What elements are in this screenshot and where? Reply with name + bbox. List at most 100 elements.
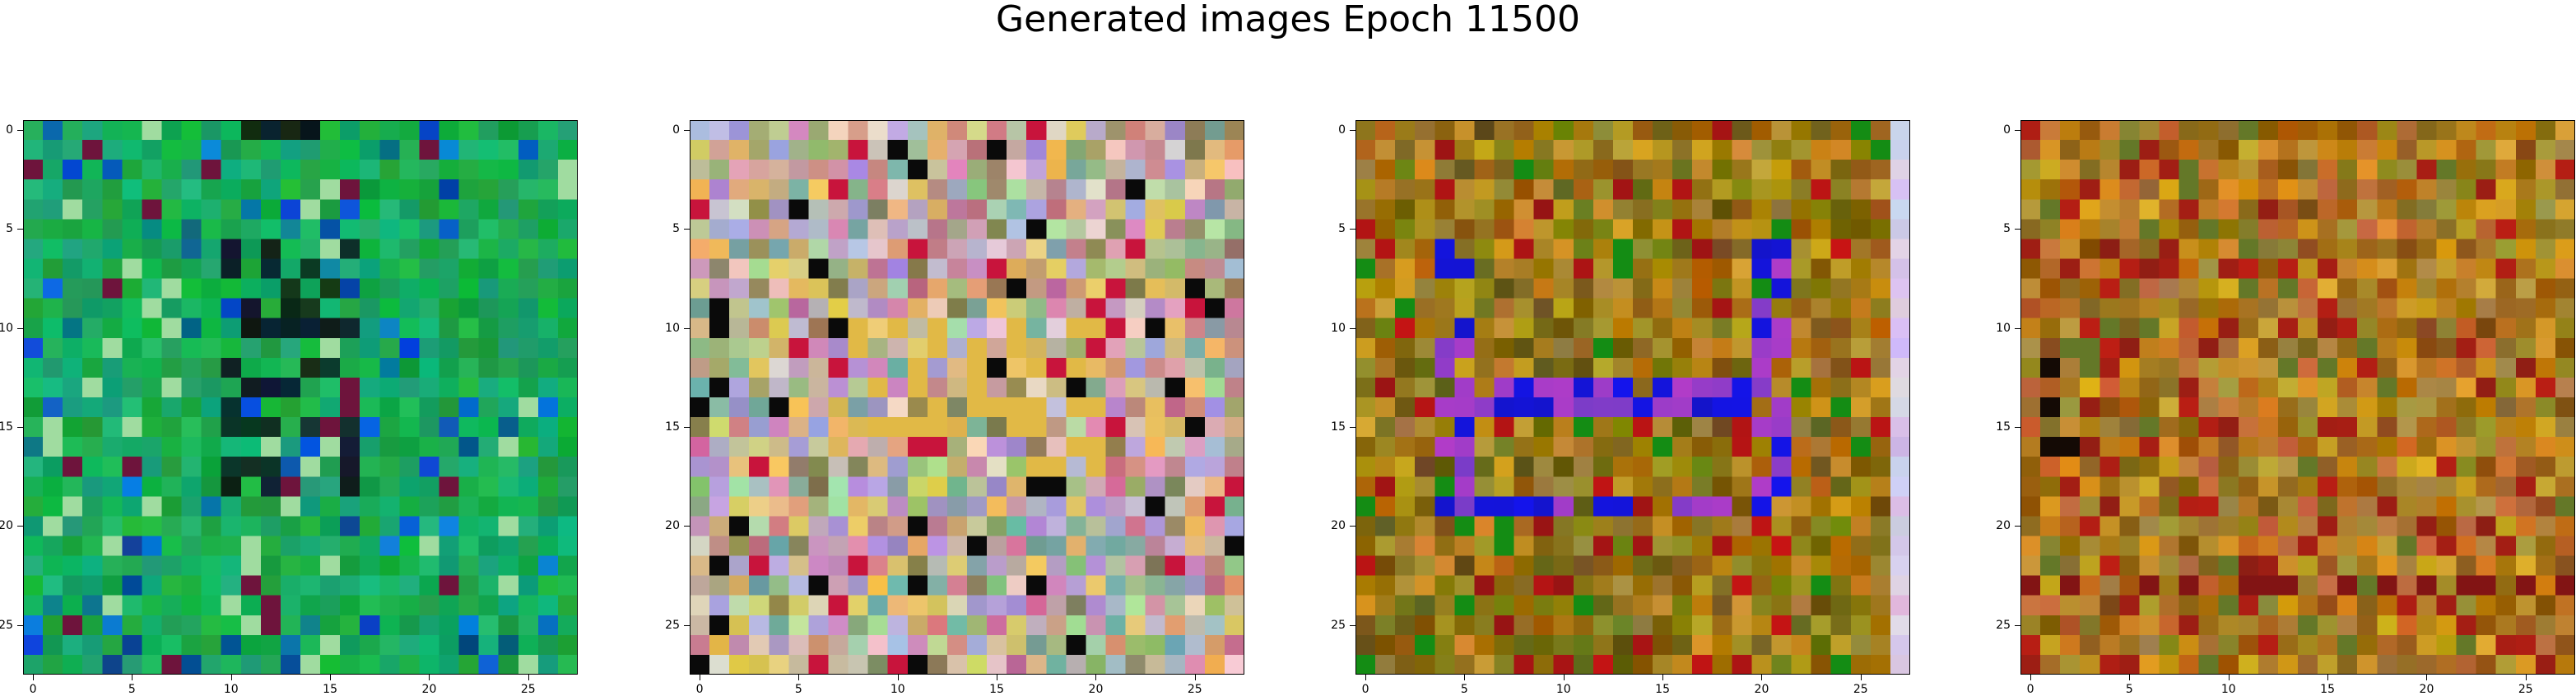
image-heatmap <box>2020 120 2575 675</box>
y-tick-label: 10 <box>0 321 13 335</box>
image-heatmap <box>1355 120 1910 675</box>
x-tick-label: 15 <box>1655 683 1670 696</box>
figure-title: Generated images Epoch 11500 <box>995 0 1581 40</box>
y-tick-label: 20 <box>1996 519 2011 533</box>
y-tick <box>17 624 23 626</box>
x-tick <box>330 675 332 680</box>
y-tick <box>1350 526 1355 527</box>
x-tick <box>1761 675 1763 680</box>
x-tick <box>1194 675 1196 680</box>
y-tick-label: 10 <box>665 321 680 335</box>
x-tick-label: 0 <box>29 683 37 696</box>
image-panel-4: 0 5 10 15 20 25 0 5 10 15 20 25 <box>1996 120 2575 696</box>
y-tick-label: 0 <box>2003 123 2011 137</box>
y-tick <box>684 624 690 626</box>
x-tick-label: 10 <box>223 683 239 696</box>
y-tick-label: 20 <box>0 519 13 533</box>
x-tick <box>33 675 35 680</box>
x-tick-label: 5 <box>128 683 136 696</box>
x-tick <box>2228 675 2230 680</box>
x-tick <box>798 675 800 680</box>
x-tick-label: 5 <box>1460 683 1468 696</box>
y-tick <box>2015 526 2020 527</box>
y-tick-label: 15 <box>1996 420 2011 434</box>
y-tick <box>17 327 23 329</box>
y-tick <box>2015 427 2020 429</box>
x-tick-label: 10 <box>2220 683 2236 696</box>
x-tick <box>2030 675 2032 680</box>
x-tick-label: 15 <box>989 683 1004 696</box>
x-tick <box>897 675 899 680</box>
x-tick <box>1365 675 1367 680</box>
y-tick <box>1350 130 1355 132</box>
x-tick <box>2426 675 2428 680</box>
x-tick-label: 25 <box>1853 683 1868 696</box>
x-tick <box>1464 675 1466 680</box>
x-tick-label: 10 <box>890 683 905 696</box>
x-tick <box>429 675 430 680</box>
y-tick <box>2015 624 2020 626</box>
y-tick <box>684 526 690 527</box>
x-tick <box>2327 675 2329 680</box>
y-tick-label: 25 <box>0 618 13 632</box>
x-tick-label: 0 <box>695 683 704 696</box>
y-tick-label: 5 <box>2003 222 2011 236</box>
y-tick-label: 10 <box>1996 321 2011 335</box>
y-tick <box>1350 427 1355 429</box>
axes-frame <box>23 120 578 675</box>
x-tick <box>528 675 529 680</box>
x-tick-label: 20 <box>1754 683 1769 696</box>
x-tick <box>132 675 133 680</box>
y-tick <box>684 327 690 329</box>
x-tick-label: 25 <box>1187 683 1202 696</box>
y-tick <box>684 130 690 132</box>
y-tick-label: 0 <box>672 123 680 137</box>
x-tick-label: 10 <box>1555 683 1571 696</box>
x-tick-label: 5 <box>2125 683 2133 696</box>
y-tick <box>1350 327 1355 329</box>
image-heatmap <box>23 120 578 675</box>
x-tick <box>230 675 232 680</box>
x-tick-label: 25 <box>520 683 536 696</box>
axes-frame <box>2020 120 2575 675</box>
y-tick-label: 0 <box>1338 123 1346 137</box>
y-tick <box>17 526 23 527</box>
axes-frame <box>690 120 1244 675</box>
image-panel-1: 0 5 10 15 20 25 0 5 10 15 20 25 <box>0 120 578 696</box>
y-tick-label: 25 <box>1996 618 2011 632</box>
y-tick-label: 25 <box>1331 618 1346 632</box>
x-tick <box>1563 675 1565 680</box>
x-tick-label: 0 <box>2026 683 2034 696</box>
x-tick <box>1662 675 1664 680</box>
y-tick-label: 5 <box>672 222 680 236</box>
y-tick <box>17 130 23 132</box>
x-tick-label: 20 <box>421 683 437 696</box>
y-tick-label: 20 <box>1331 519 1346 533</box>
y-tick-label: 5 <box>6 222 13 236</box>
x-tick-label: 15 <box>323 683 337 696</box>
y-tick-label: 20 <box>665 519 680 533</box>
y-tick-label: 10 <box>1331 321 1346 335</box>
y-tick <box>2015 130 2020 132</box>
x-tick <box>1860 675 1862 680</box>
x-tick-label: 20 <box>1088 683 1104 696</box>
x-tick <box>1095 675 1097 680</box>
y-tick <box>684 427 690 429</box>
y-tick-label: 15 <box>665 420 680 434</box>
x-tick-label: 20 <box>2419 683 2434 696</box>
y-tick <box>17 427 23 429</box>
y-tick <box>2015 327 2020 329</box>
y-tick-label: 5 <box>1338 222 1346 236</box>
x-tick-label: 0 <box>1361 683 1369 696</box>
image-panel-3: 0 5 10 15 20 25 0 5 10 15 20 25 <box>1331 120 1910 696</box>
x-tick <box>2129 675 2131 680</box>
y-tick <box>1350 229 1355 230</box>
x-tick-label: 5 <box>794 683 802 696</box>
y-tick <box>2015 229 2020 230</box>
y-tick-label: 25 <box>665 618 680 632</box>
y-tick-label: 15 <box>0 420 13 434</box>
y-tick <box>17 229 23 230</box>
y-tick <box>684 229 690 230</box>
image-heatmap <box>690 120 1244 675</box>
y-tick <box>1350 624 1355 626</box>
